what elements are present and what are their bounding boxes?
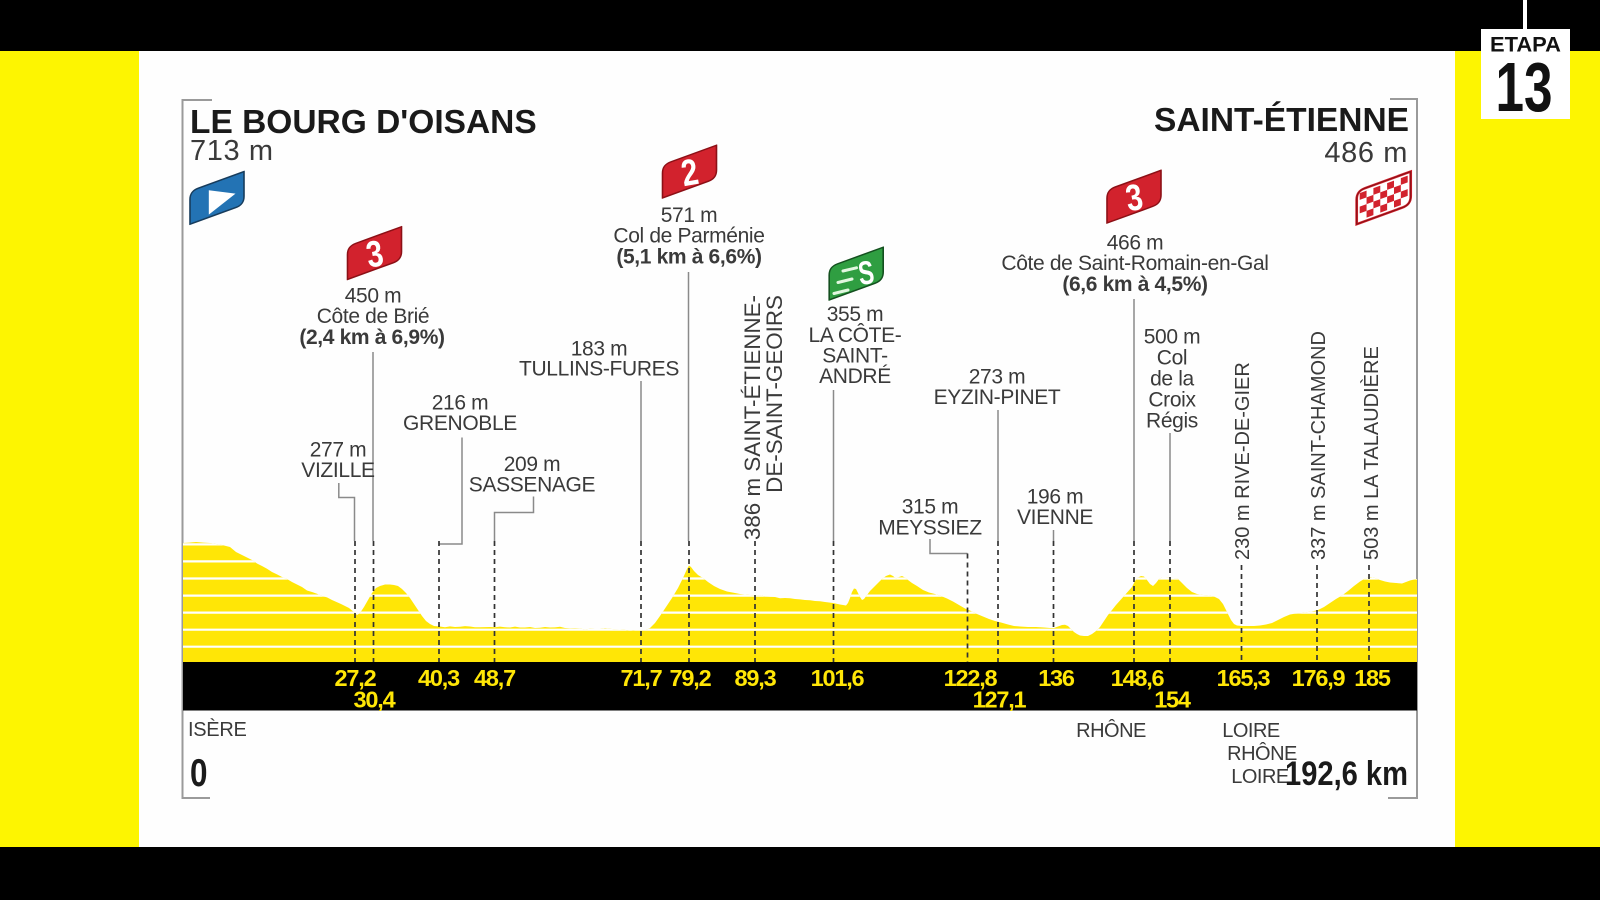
svg-text:48,7: 48,7 bbox=[474, 665, 516, 691]
svg-text:ETAPA: ETAPA bbox=[1490, 34, 1561, 57]
svg-text:3: 3 bbox=[1122, 176, 1145, 219]
svg-text:136: 136 bbox=[1038, 665, 1075, 691]
svg-text:40,3: 40,3 bbox=[418, 665, 460, 691]
svg-text:216 m: 216 m bbox=[432, 392, 489, 415]
svg-text:ISÈRE: ISÈRE bbox=[188, 718, 247, 741]
svg-text:450 m: 450 m bbox=[345, 285, 402, 308]
svg-text:101,6: 101,6 bbox=[811, 665, 865, 691]
svg-text:MEYSSIEZ: MEYSSIEZ bbox=[878, 517, 982, 540]
svg-text:Croix: Croix bbox=[1148, 389, 1196, 412]
svg-text:154: 154 bbox=[1154, 687, 1191, 713]
svg-text:196 m: 196 m bbox=[1027, 486, 1084, 509]
svg-text:VIZILLE: VIZILLE bbox=[301, 459, 375, 482]
svg-text:277 m: 277 m bbox=[310, 439, 367, 462]
svg-text:S: S bbox=[856, 253, 876, 292]
svg-text:315 m: 315 m bbox=[902, 496, 959, 519]
svg-text:466 m: 466 m bbox=[1107, 232, 1164, 255]
svg-text:(5,1 km à 6,6%): (5,1 km à 6,6%) bbox=[616, 246, 761, 269]
svg-text:Côte de Saint-Romain-en-Gal: Côte de Saint-Romain-en-Gal bbox=[1001, 252, 1268, 275]
svg-text:LE BOURG D'OISANS: LE BOURG D'OISANS bbox=[190, 104, 537, 141]
svg-text:0: 0 bbox=[190, 752, 208, 795]
svg-text:RHÔNE: RHÔNE bbox=[1227, 742, 1297, 765]
svg-text:355 m: 355 m bbox=[827, 303, 884, 326]
svg-text:EYZIN-PINET: EYZIN-PINET bbox=[934, 386, 1061, 409]
svg-text:SAINT-ÉTIENNE: SAINT-ÉTIENNE bbox=[1154, 101, 1409, 139]
svg-text:RHÔNE: RHÔNE bbox=[1076, 719, 1146, 742]
svg-text:SAINT-: SAINT- bbox=[822, 345, 888, 368]
svg-text:713 m: 713 m bbox=[190, 135, 274, 167]
svg-text:Côte de Brié: Côte de Brié bbox=[317, 305, 430, 328]
svg-text:127,1: 127,1 bbox=[973, 687, 1027, 713]
svg-text:486 m: 486 m bbox=[1324, 137, 1408, 169]
svg-text:13: 13 bbox=[1496, 48, 1553, 126]
svg-text:30,4: 30,4 bbox=[354, 687, 396, 713]
svg-text:GRENOBLE: GRENOBLE bbox=[403, 412, 517, 435]
svg-text:209 m: 209 m bbox=[504, 453, 561, 476]
svg-text:3: 3 bbox=[363, 232, 386, 275]
svg-text:386 m SAINT-ÉTIENNE-: 386 m SAINT-ÉTIENNE- bbox=[740, 295, 765, 540]
svg-text:2: 2 bbox=[678, 151, 701, 194]
svg-text:192,6 km: 192,6 km bbox=[1285, 755, 1408, 793]
svg-text:500 m: 500 m bbox=[1144, 326, 1201, 349]
svg-text:TULLINS-FURES: TULLINS-FURES bbox=[519, 358, 679, 381]
svg-text:71,7: 71,7 bbox=[621, 665, 663, 691]
svg-text:(2,4 km à 6,9%): (2,4 km à 6,9%) bbox=[299, 326, 444, 349]
svg-text:Régis: Régis bbox=[1146, 410, 1198, 433]
svg-text:SASSENAGE: SASSENAGE bbox=[469, 474, 596, 497]
svg-text:89,3: 89,3 bbox=[735, 665, 777, 691]
svg-text:LOIRE: LOIRE bbox=[1222, 720, 1280, 742]
svg-text:273 m: 273 m bbox=[969, 366, 1026, 389]
svg-text:571 m: 571 m bbox=[661, 204, 718, 227]
svg-text:79,2: 79,2 bbox=[670, 665, 712, 691]
svg-text:165,3: 165,3 bbox=[1217, 665, 1271, 691]
svg-text:(6,6 km à 4,5%): (6,6 km à 4,5%) bbox=[1062, 273, 1207, 296]
svg-text:148,6: 148,6 bbox=[1111, 665, 1165, 691]
svg-text:LOIRE: LOIRE bbox=[1231, 766, 1289, 788]
svg-text:183 m: 183 m bbox=[571, 338, 628, 361]
svg-text:185: 185 bbox=[1354, 665, 1391, 691]
svg-text:337 m SAINT-CHAMOND: 337 m SAINT-CHAMOND bbox=[1308, 331, 1330, 560]
svg-text:122,8: 122,8 bbox=[944, 665, 998, 691]
svg-text:de la: de la bbox=[1150, 368, 1194, 391]
svg-text:LA CÔTE-: LA CÔTE- bbox=[809, 324, 902, 347]
svg-text:503 m LA TALAUDIÈRE: 503 m LA TALAUDIÈRE bbox=[1360, 346, 1383, 560]
svg-text:ANDRÉ: ANDRÉ bbox=[819, 365, 891, 388]
svg-text:Col de Parménie: Col de Parménie bbox=[613, 225, 764, 248]
svg-text:230 m RIVE-DE-GIER: 230 m RIVE-DE-GIER bbox=[1232, 362, 1254, 560]
svg-text:176,9: 176,9 bbox=[1292, 665, 1346, 691]
svg-text:DE-SAINT-GEOIRS: DE-SAINT-GEOIRS bbox=[762, 295, 787, 493]
svg-text:27,2: 27,2 bbox=[335, 665, 377, 691]
svg-text:Col: Col bbox=[1157, 347, 1187, 370]
svg-text:VIENNE: VIENNE bbox=[1017, 506, 1093, 529]
